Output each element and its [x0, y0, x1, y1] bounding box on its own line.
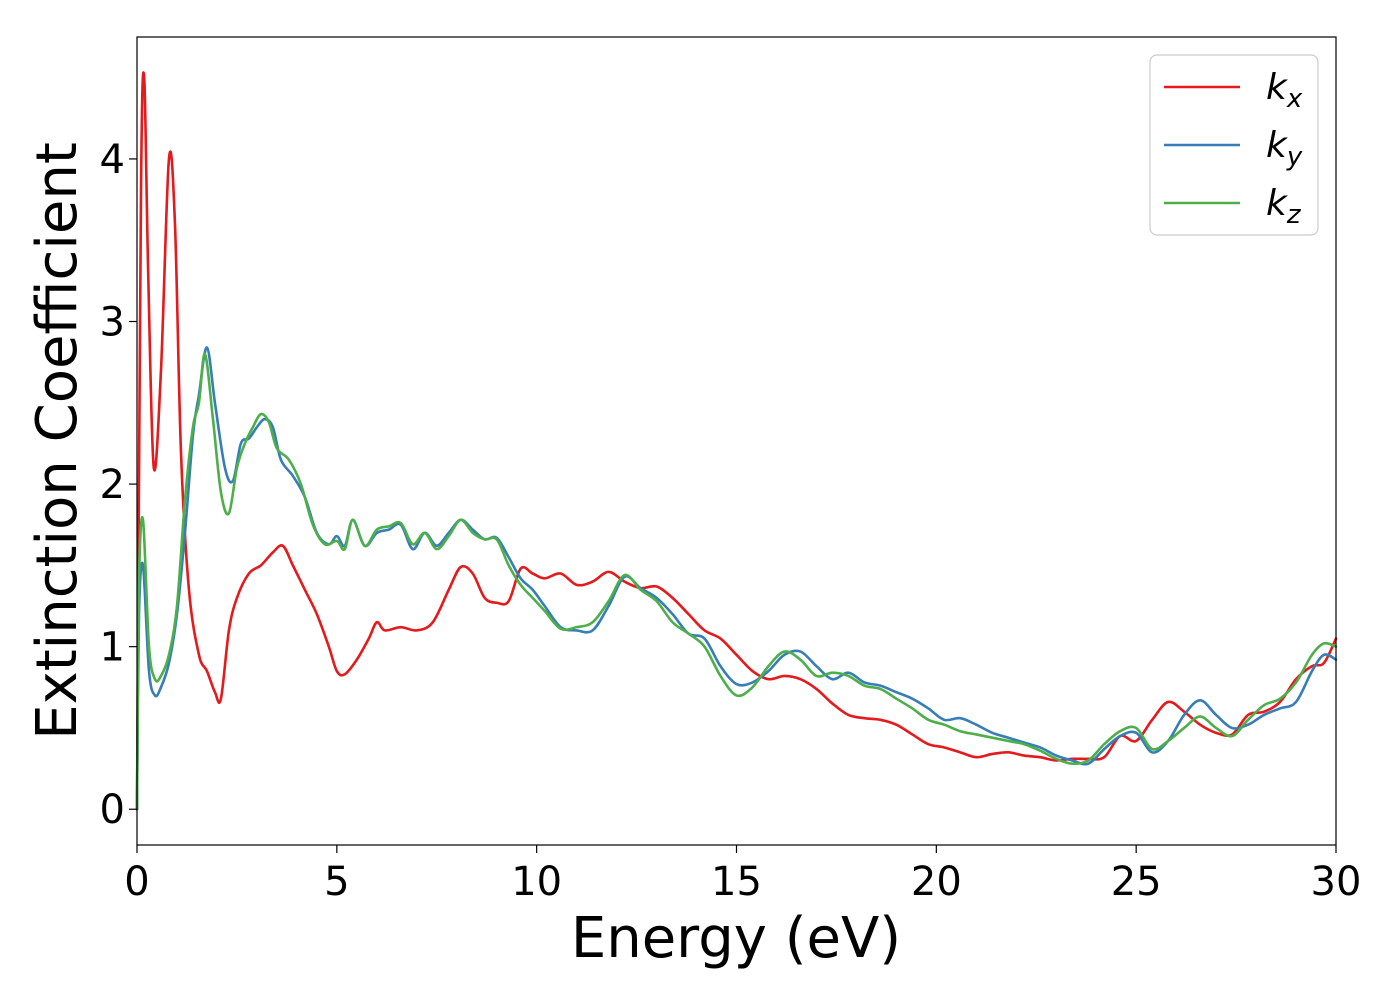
x-tick-label: 20 [911, 859, 962, 905]
y-tick-label: 3 [100, 300, 125, 346]
series-line-x [135, 71, 1338, 811]
x-tick-label: 25 [1111, 859, 1162, 905]
x-tick-label: 15 [711, 859, 762, 905]
y-tick-label: 1 [100, 625, 125, 671]
x-tick-label: 0 [124, 859, 149, 905]
y-tick-label: 0 [100, 787, 125, 833]
plot-area [135, 36, 1338, 846]
x-tick-label: 5 [324, 859, 349, 905]
series-layer [135, 71, 1338, 811]
x-tick-label: 30 [1311, 859, 1362, 905]
x-axis: 0 5 10 15 20 25 30 [124, 845, 1361, 905]
legend-label-z: kz [1266, 183, 1302, 230]
series-line-z [135, 352, 1338, 811]
y-axis: 0 1 2 3 4 [100, 137, 137, 833]
y-tick-label: 2 [100, 462, 125, 508]
y-tick-label: 4 [100, 137, 125, 183]
y-axis-label: Extinction Coefficient [25, 142, 90, 740]
x-tick-label: 10 [511, 859, 562, 905]
axes-background [137, 37, 1336, 845]
x-axis-label: Energy (eV) [571, 906, 901, 971]
